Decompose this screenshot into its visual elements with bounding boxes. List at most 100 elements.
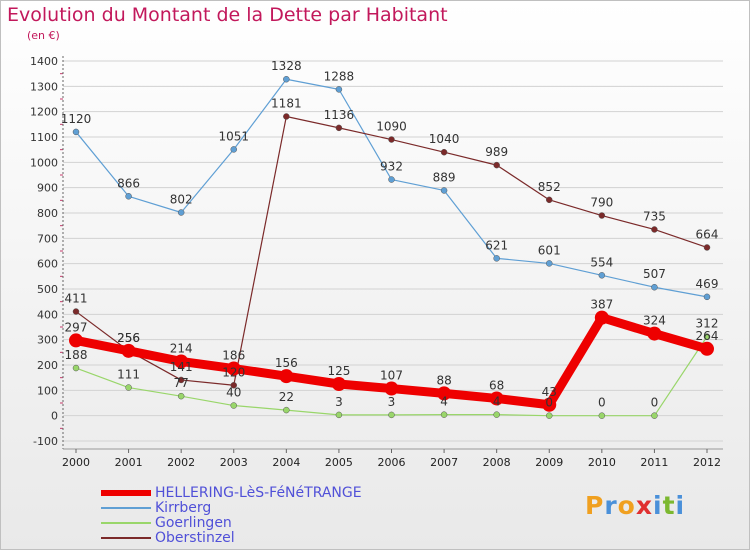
series-3-point-6 — [388, 136, 395, 143]
series-1-point-10 — [598, 272, 606, 279]
legend-swatch-0 — [101, 490, 151, 496]
legend-swatch-2 — [101, 522, 151, 524]
x-tick-label-5: 2005 — [325, 456, 353, 469]
series-3-point-4 — [283, 113, 290, 120]
x-tick-label-1: 2001 — [115, 456, 143, 469]
y-tick-label-1: 0 — [51, 410, 58, 423]
y-tick-label-13: 1200 — [30, 106, 58, 119]
series-1-point-12 — [703, 293, 711, 301]
chart-subtitle: (en €) — [27, 29, 60, 42]
series-1-label-10: 554 — [590, 255, 613, 269]
series-2-point-10 — [598, 412, 606, 419]
series-0-point-0 — [69, 333, 83, 348]
y-tick-label-2: 100 — [37, 384, 58, 397]
series-2-label-6: 3 — [388, 395, 396, 409]
series-1-label-12: 469 — [696, 277, 719, 291]
series-1-label-5: 1288 — [324, 69, 355, 83]
logo-letter-2: o — [617, 491, 636, 520]
series-2-point-6 — [388, 411, 395, 419]
x-tick-label-6: 2006 — [378, 456, 406, 469]
series-2-point-3 — [230, 402, 237, 409]
series-0-point-2 — [174, 354, 189, 369]
y-tick-label-0: -100 — [33, 435, 58, 448]
series-0-label-10: 387 — [590, 298, 613, 312]
series-1-label-3: 1051 — [218, 129, 249, 143]
series-3-label-4: 1181 — [271, 96, 302, 110]
series-2-point-8 — [493, 411, 500, 418]
series-2-label-10: 0 — [598, 396, 606, 410]
series-1-point-1 — [125, 193, 132, 200]
series-2-label-9: 0 — [545, 396, 553, 410]
series-3-label-0: 411 — [65, 292, 88, 306]
series-1-label-2: 802 — [170, 192, 193, 206]
x-tick-label-12: 2012 — [693, 456, 721, 469]
series-2-label-7: 4 — [440, 395, 448, 409]
y-tick-label-7: 600 — [37, 258, 58, 271]
x-tick-label-9: 2009 — [535, 456, 563, 469]
legend-label-1: Kirrberg — [155, 500, 212, 516]
series-1-label-9: 601 — [538, 243, 561, 257]
logo-letter-3: x — [635, 491, 653, 520]
series-3-point-2 — [177, 376, 185, 384]
series-3-point-5 — [335, 124, 343, 132]
series-2-label-8: 4 — [493, 395, 501, 409]
series-1-label-8: 621 — [485, 238, 508, 252]
x-tick-label-11: 2011 — [640, 456, 668, 469]
chart-title: Evolution du Montant de la Dette par Hab… — [7, 4, 448, 26]
series-1-point-2 — [177, 209, 185, 216]
series-0-label-6: 107 — [380, 369, 403, 383]
x-tick-label-7: 2007 — [430, 456, 458, 469]
series-2-point-0 — [72, 364, 80, 372]
series-0-point-11 — [647, 326, 662, 341]
series-1-label-6: 932 — [380, 160, 403, 174]
series-1-label-7: 889 — [433, 170, 456, 184]
series-3-label-5: 1136 — [324, 108, 355, 122]
series-1-point-11 — [651, 283, 658, 291]
series-2-point-9 — [546, 412, 553, 419]
x-tick-label-8: 2008 — [483, 456, 511, 469]
series-0-point-5 — [331, 377, 346, 391]
x-tick-label-0: 2000 — [62, 456, 90, 469]
series-3-point-11 — [651, 226, 658, 233]
logo-letter-1: r — [604, 491, 618, 520]
series-2-point-11 — [651, 412, 658, 419]
series-2-label-0: 188 — [65, 348, 88, 362]
x-tick-label-10: 2010 — [588, 456, 616, 469]
series-2-point-2 — [177, 392, 185, 400]
series-3-label-6: 1090 — [376, 120, 407, 134]
y-tick-label-9: 800 — [37, 207, 58, 220]
series-1-label-11: 507 — [643, 267, 666, 281]
series-3-point-8 — [493, 161, 500, 169]
brand-logo: Proxiti — [585, 491, 685, 520]
series-3-label-1: 256 — [117, 331, 140, 345]
series-3-label-9: 852 — [538, 180, 561, 194]
series-0-point-9 — [542, 397, 557, 412]
series-1-label-1: 866 — [117, 176, 140, 190]
series-3-label-10: 790 — [590, 196, 613, 210]
series-3-point-3 — [230, 382, 237, 389]
series-3-point-12 — [703, 244, 711, 251]
series-0-point-7 — [437, 386, 452, 401]
series-0-label-3: 186 — [222, 349, 245, 363]
series-0-label-1: 256 — [117, 331, 140, 345]
series-0-label-5: 125 — [327, 364, 350, 378]
series-1-point-6 — [388, 176, 395, 183]
y-tick-label-3: 200 — [37, 359, 58, 372]
series-1-point-9 — [546, 260, 553, 267]
series-0-label-11: 324 — [643, 314, 666, 328]
y-tick-label-12: 1100 — [30, 131, 58, 144]
y-tick-label-10: 900 — [37, 182, 58, 195]
series-2-label-1: 111 — [117, 368, 140, 382]
series-1-point-7 — [440, 187, 448, 194]
y-tick-label-5: 400 — [37, 308, 58, 321]
series-0-point-4 — [279, 369, 294, 384]
series-2-label-11: 0 — [651, 396, 659, 410]
legend-label-3: Oberstinzel — [155, 530, 235, 546]
series-0-point-12 — [700, 341, 714, 356]
x-tick-label-2: 2002 — [167, 456, 195, 469]
series-0-label-12: 264 — [696, 329, 719, 343]
series-0-label-0: 297 — [65, 320, 88, 334]
series-0-point-10 — [594, 310, 609, 325]
